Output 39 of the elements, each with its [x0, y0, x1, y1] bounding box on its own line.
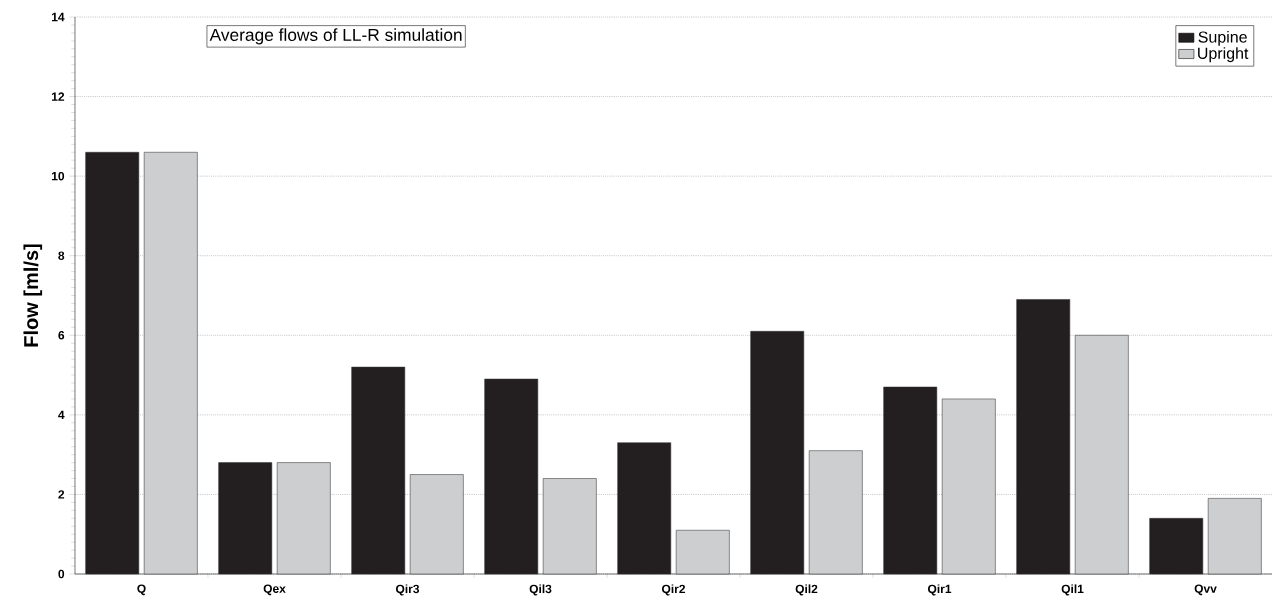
x-tick-label: Qil3: [529, 584, 552, 596]
x-tick-label: Qir2: [662, 584, 686, 596]
y-tick-label: 4: [58, 410, 65, 419]
x-tick-label: Q: [137, 584, 146, 596]
x-tick-label: Qil1: [1061, 584, 1084, 596]
bar: [808, 450, 863, 575]
y-tick-label: 0: [58, 569, 65, 579]
bar: [1074, 335, 1129, 575]
x-tick-label: Qir1: [928, 584, 952, 596]
y-tick-label: 6: [58, 331, 65, 340]
legend-label: Upright: [1198, 47, 1249, 63]
x-tick-label: Qex: [263, 584, 286, 596]
text: Average flows of LL-R simulation: [209, 28, 462, 45]
bar: [85, 152, 140, 575]
bar: [1016, 299, 1071, 575]
y-axis-title: Flow [ml/s]: [23, 244, 43, 347]
legend-label: Supine: [1198, 30, 1247, 46]
bar: [883, 386, 938, 575]
bar: [1207, 498, 1262, 575]
x-tick-label: Qil2: [795, 584, 818, 596]
bar: [1149, 518, 1204, 575]
bar: [218, 462, 273, 575]
y-tick-label: 2: [58, 490, 65, 499]
y-tick-label: 12: [52, 92, 65, 101]
bar: [276, 462, 331, 575]
x-tick-label: Qvv: [1194, 584, 1217, 596]
y-tick-label: 10: [52, 171, 65, 181]
y-tick-label: 14: [52, 12, 65, 22]
bar: [675, 529, 730, 575]
bar: [484, 378, 539, 575]
bar: [351, 366, 406, 575]
bar: [143, 152, 198, 575]
y-tick-label: 8: [58, 251, 65, 260]
bar: [409, 474, 464, 575]
x-tick-label: Qir3: [396, 584, 420, 596]
bar: [542, 478, 597, 575]
bar: [750, 331, 805, 575]
bar: [941, 398, 996, 575]
bar: [617, 442, 672, 575]
